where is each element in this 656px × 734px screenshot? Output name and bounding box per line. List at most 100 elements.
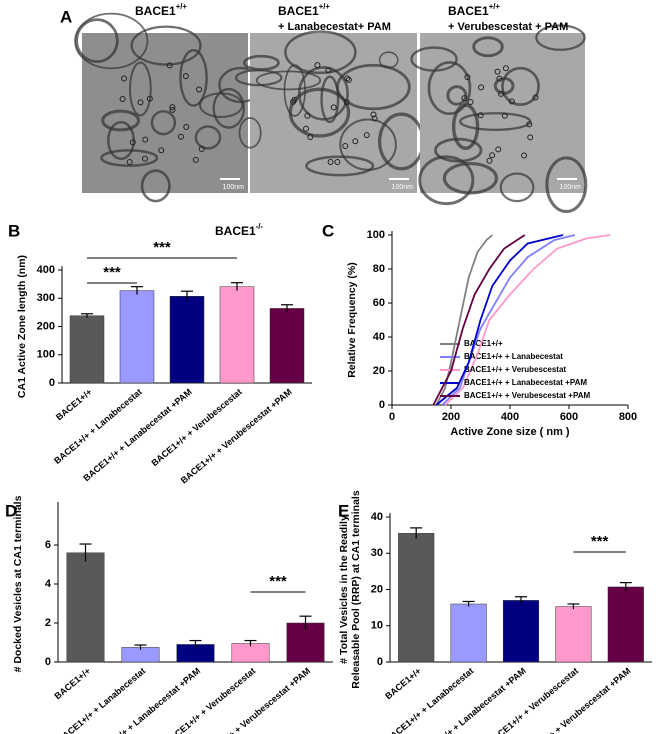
legend-label: BACE1+/+ + Lanabecestat	[464, 352, 563, 361]
membrane	[75, 18, 119, 64]
membrane	[305, 155, 375, 177]
vesicle	[290, 98, 297, 105]
vesicle	[352, 138, 359, 145]
y-tick-label: 40	[371, 511, 383, 523]
bar	[69, 315, 105, 384]
vesicle	[325, 67, 332, 74]
membrane	[410, 46, 458, 72]
y-tick-label: 200	[37, 320, 55, 332]
vesicle	[502, 65, 509, 72]
error-bar	[619, 582, 632, 592]
y-tick-label: 300	[37, 292, 55, 304]
error-bar	[81, 313, 93, 318]
y-tick-label: 20	[371, 583, 383, 595]
error-bar	[181, 290, 193, 302]
y-axis-label: Relative Frequency (%)	[346, 262, 358, 378]
membrane	[74, 12, 149, 70]
membrane	[446, 85, 468, 106]
membrane	[150, 110, 177, 136]
significance: ***	[153, 239, 171, 256]
vesicle	[182, 73, 189, 80]
vesicle	[486, 157, 493, 164]
x-tick-label: BACE1+/+ + Lanabecestat	[52, 387, 144, 466]
y-axis-label: Releasable Pool (RRP) at CA1 terminals	[350, 490, 362, 689]
em-image	[250, 33, 417, 193]
label-base: BACE1	[448, 4, 489, 18]
membrane	[130, 25, 202, 66]
label-line2: + Verubescestat + PAM	[448, 21, 568, 33]
error-bar	[462, 600, 475, 607]
vesicle	[141, 155, 148, 162]
bar	[555, 606, 592, 663]
series-line	[432, 234, 526, 406]
significance: ***	[269, 573, 287, 590]
membrane	[297, 66, 349, 121]
label-base: BACE1	[135, 4, 176, 18]
label-sup: +/+	[176, 2, 188, 11]
vesicle	[478, 84, 485, 91]
vesicle	[158, 147, 165, 154]
legend-label: BACE1+/+ + Verubescestat	[464, 365, 566, 374]
bar	[398, 533, 435, 663]
y-tick-label: 40	[373, 331, 385, 343]
vesicle	[344, 75, 351, 82]
error-bar	[515, 596, 527, 604]
vesicle	[477, 112, 484, 119]
vesicle	[495, 146, 502, 153]
membrane	[459, 112, 532, 131]
vesicle	[527, 134, 534, 141]
membrane	[545, 156, 588, 214]
bar	[269, 308, 305, 384]
x-tick-label: 0	[389, 411, 395, 423]
membrane	[140, 169, 171, 203]
y-tick-label: 2	[45, 617, 51, 629]
error-bar	[131, 286, 143, 295]
membrane	[101, 109, 141, 132]
significance: ***	[103, 264, 121, 281]
bar	[607, 586, 644, 663]
label-sup: -/-	[256, 222, 264, 231]
membrane	[336, 63, 411, 111]
membrane	[288, 87, 351, 138]
panel-letter: D	[5, 501, 17, 520]
label-line2: + Lanabecestat+ PAM	[278, 21, 391, 33]
membrane	[100, 149, 159, 167]
vesicle	[302, 125, 309, 132]
panel-letter: A	[60, 7, 72, 26]
error-bar	[189, 639, 202, 649]
vesicle	[304, 112, 311, 119]
panel-letter: E	[338, 501, 349, 520]
bar	[66, 552, 105, 663]
vesicle	[494, 68, 501, 75]
membrane	[129, 61, 152, 117]
y-tick-label: 6	[45, 539, 51, 551]
vesicle	[169, 104, 176, 111]
vesicle	[464, 74, 471, 81]
vesicle	[363, 132, 370, 139]
vesicle	[196, 86, 203, 93]
vesicle	[177, 133, 184, 140]
bar	[450, 603, 487, 663]
label-base: BACE1	[278, 4, 319, 18]
error-bar	[410, 527, 423, 539]
vesicle	[314, 62, 321, 69]
membrane	[472, 36, 504, 58]
legend-label: BACE1+/+ + Lanabecestat +PAM	[464, 378, 587, 387]
vesicle	[307, 133, 314, 140]
label-base: BACE1	[215, 224, 256, 238]
label-sup: +/+	[319, 2, 331, 11]
y-tick-label: 4	[45, 578, 52, 590]
error-bar	[244, 639, 257, 647]
label-sup: +/+	[489, 2, 501, 11]
vesicle	[342, 142, 349, 149]
y-axis-label: # Total Vesicles in the Readily	[338, 515, 350, 664]
y-tick-label: 30	[371, 547, 383, 559]
error-bar	[79, 543, 92, 562]
vesicle	[467, 99, 474, 106]
y-tick-label: 10	[371, 620, 383, 632]
membrane	[284, 30, 357, 75]
vesicle	[489, 152, 496, 159]
scale-label: 100nm	[223, 184, 245, 191]
y-tick-label: 0	[49, 377, 55, 389]
